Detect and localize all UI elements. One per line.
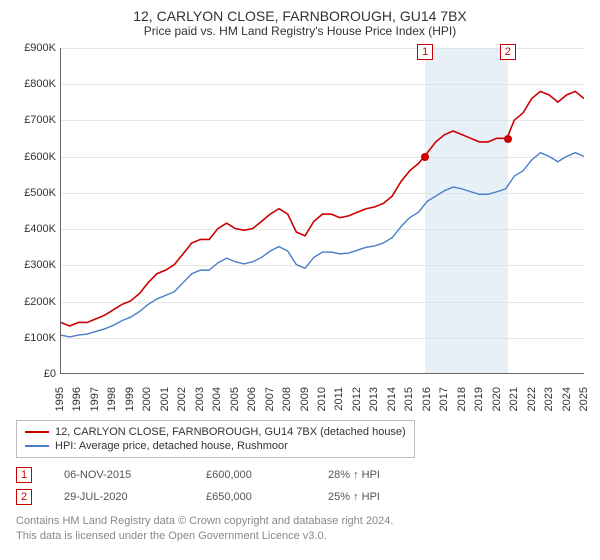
x-tick-label: 2009 — [299, 387, 311, 417]
transaction-date: 29-JUL-2020 — [64, 491, 174, 503]
attribution-line-1: Contains HM Land Registry data © Crown c… — [16, 514, 584, 529]
x-tick-label: 2023 — [543, 387, 555, 417]
y-tick-label: £300K — [16, 259, 56, 271]
page-subtitle: Price paid vs. HM Land Registry's House … — [16, 24, 584, 38]
transaction-number-box: 2 — [16, 489, 32, 505]
transaction-row: 1 06-NOV-2015 £600,000 28% ↑ HPI — [16, 464, 584, 486]
x-tick-label: 1996 — [71, 387, 83, 417]
legend-label: HPI: Average price, detached house, Rush… — [55, 440, 288, 452]
x-tick-label: 2008 — [281, 387, 293, 417]
x-tick-label: 2003 — [194, 387, 206, 417]
transaction-list: 1 06-NOV-2015 £600,000 28% ↑ HPI 2 29-JUL-202… — [16, 464, 584, 508]
transaction-marker-dot — [504, 135, 512, 143]
x-tick-label: 2018 — [456, 387, 468, 417]
x-tick-label: 2005 — [229, 387, 241, 417]
line-plot-svg — [61, 48, 584, 373]
chart-legend: 12, CARLYON CLOSE, FARNBOROUGH, GU14 7BX… — [16, 420, 415, 458]
transaction-marker-dot — [421, 153, 429, 161]
page-title: 12, CARLYON CLOSE, FARNBOROUGH, GU14 7BX — [16, 8, 584, 24]
x-tick-label: 2001 — [159, 387, 171, 417]
y-tick-label: £200K — [16, 296, 56, 308]
y-tick-label: £800K — [16, 78, 56, 90]
x-tick-label: 2020 — [491, 387, 503, 417]
x-tick-label: 2004 — [211, 387, 223, 417]
plot-area: 12 — [60, 48, 584, 374]
x-tick-label: 2014 — [386, 387, 398, 417]
y-tick-label: £500K — [16, 187, 56, 199]
y-tick-label: £900K — [16, 42, 56, 54]
legend-label: 12, CARLYON CLOSE, FARNBOROUGH, GU14 7BX… — [55, 426, 406, 438]
x-tick-label: 2021 — [508, 387, 520, 417]
x-tick-label: 1998 — [106, 387, 118, 417]
y-tick-label: £0 — [16, 368, 56, 380]
legend-item: 12, CARLYON CLOSE, FARNBOROUGH, GU14 7BX… — [25, 425, 406, 439]
x-tick-label: 1997 — [89, 387, 101, 417]
y-tick-label: £600K — [16, 151, 56, 163]
x-tick-label: 2007 — [264, 387, 276, 417]
transaction-date: 06-NOV-2015 — [64, 469, 174, 481]
transaction-delta: 25% ↑ HPI — [328, 491, 380, 503]
x-tick-label: 2019 — [473, 387, 485, 417]
x-tick-label: 2012 — [351, 387, 363, 417]
series-line — [61, 91, 584, 326]
y-tick-label: £100K — [16, 332, 56, 344]
x-tick-label: 2016 — [421, 387, 433, 417]
legend-item: HPI: Average price, detached house, Rush… — [25, 439, 406, 453]
x-tick-label: 2006 — [246, 387, 258, 417]
x-tick-label: 1999 — [124, 387, 136, 417]
transaction-marker-box: 2 — [500, 44, 516, 60]
x-tick-label: 2013 — [368, 387, 380, 417]
transaction-number-box: 1 — [16, 467, 32, 483]
transaction-price: £650,000 — [206, 491, 296, 503]
series-line — [61, 153, 584, 337]
attribution-text: Contains HM Land Registry data © Crown c… — [16, 514, 584, 544]
legend-swatch — [25, 431, 49, 433]
x-tick-label: 2010 — [316, 387, 328, 417]
x-tick-label: 2002 — [176, 387, 188, 417]
attribution-line-2: This data is licensed under the Open Gov… — [16, 529, 584, 544]
x-tick-label: 2022 — [526, 387, 538, 417]
price-chart: £0 £100K £200K £300K £400K £500K £600K £700K £80… — [16, 44, 584, 414]
x-tick-label: 2015 — [403, 387, 415, 417]
transaction-row: 2 29-JUL-2020 £650,000 25% ↑ HPI — [16, 486, 584, 508]
x-tick-label: 2011 — [333, 387, 345, 417]
x-tick-label: 2025 — [578, 387, 590, 417]
x-tick-label: 2000 — [141, 387, 153, 417]
legend-swatch — [25, 445, 49, 447]
x-tick-label: 1995 — [54, 387, 66, 417]
transaction-delta: 28% ↑ HPI — [328, 469, 380, 481]
transaction-marker-box: 1 — [417, 44, 433, 60]
x-tick-label: 2024 — [561, 387, 573, 417]
transaction-price: £600,000 — [206, 469, 296, 481]
y-tick-label: £700K — [16, 114, 56, 126]
y-tick-label: £400K — [16, 223, 56, 235]
x-tick-label: 2017 — [438, 387, 450, 417]
